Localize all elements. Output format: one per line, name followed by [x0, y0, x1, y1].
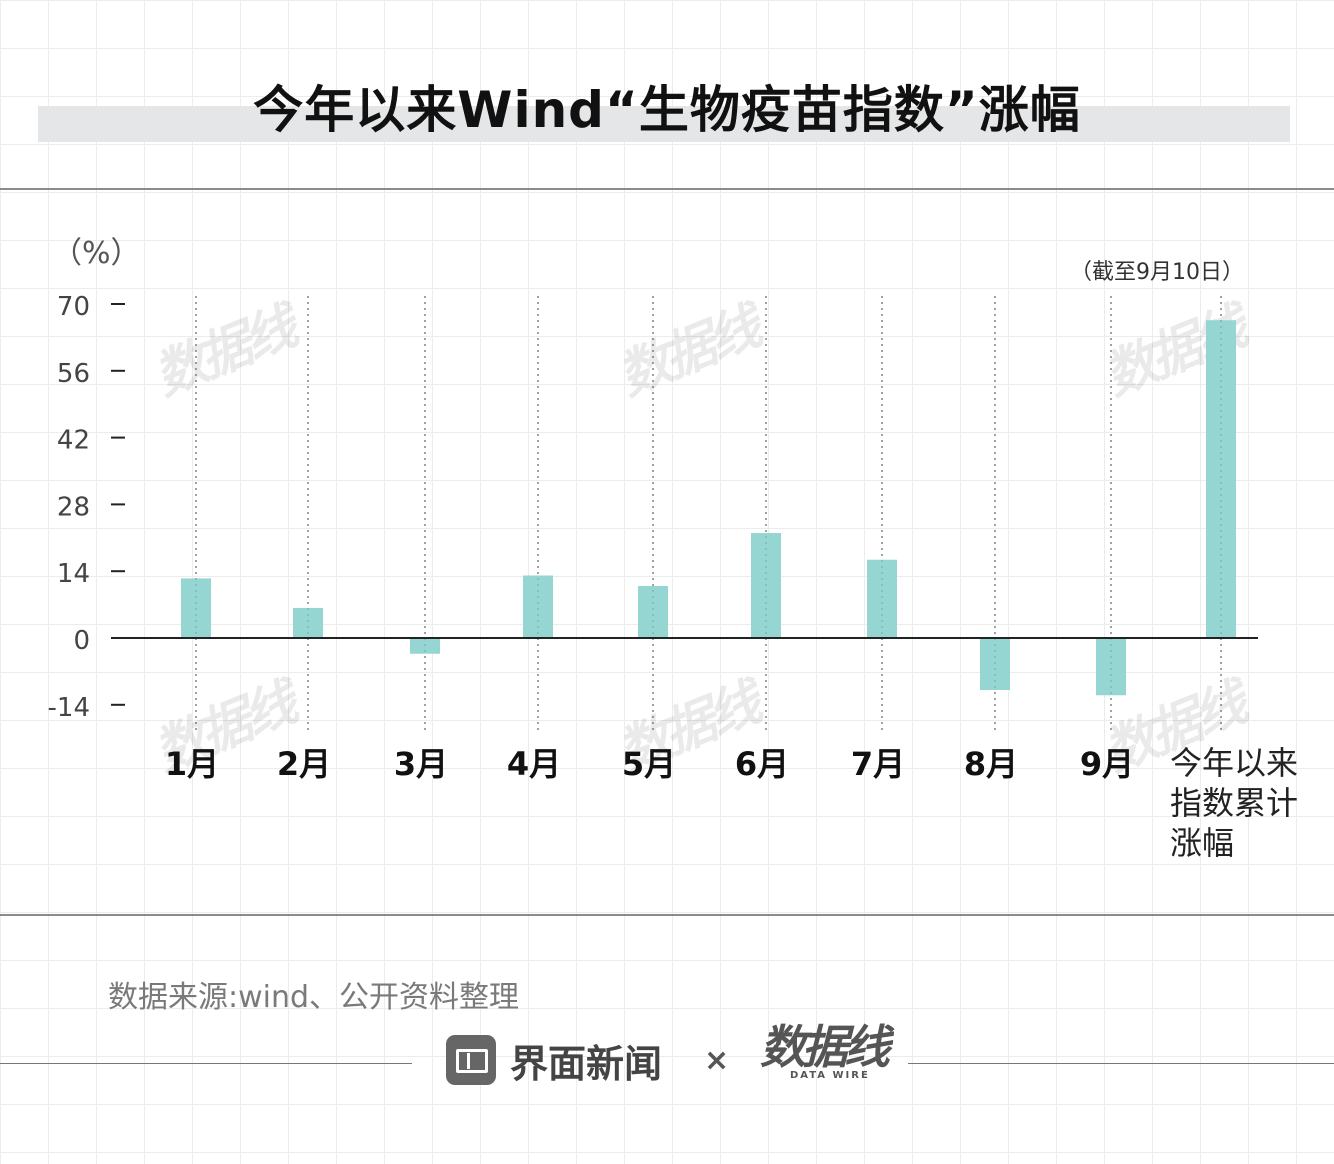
title-band [38, 106, 1290, 142]
x-category-label: 4月 [507, 745, 561, 783]
y-tick-label: 14 [57, 559, 90, 589]
bar [638, 585, 668, 638]
y-tick-label: 70 [57, 292, 90, 322]
x-category-label: 2月 [277, 745, 331, 783]
x-category-label: 今年以来指数累计涨幅 [1170, 744, 1298, 862]
x-category-label: 9月 [1080, 745, 1134, 783]
y-tick-label: -14 [48, 693, 90, 723]
x-category-label: 3月 [394, 745, 448, 783]
brand-jiemian: 界面新闻 [446, 1034, 662, 1086]
footer-divider-left [0, 1063, 412, 1064]
x-category-label: 1月 [165, 745, 219, 783]
datawire-sub: DATA WIRE [790, 1070, 870, 1081]
y-tick-label: 28 [57, 492, 90, 522]
brand-name: 界面新闻 [510, 1041, 663, 1086]
source-note: 数据来源:wind、公开资料整理 [108, 980, 520, 1015]
x-category-label: 8月 [964, 745, 1018, 783]
bar [1096, 638, 1126, 696]
y-unit-label: （%） [52, 236, 141, 271]
datawire-mark: 数据线 [760, 1020, 890, 1074]
y-tick-label: 42 [57, 426, 90, 456]
times-separator: × [704, 1043, 730, 1078]
date-note: （截至9月10日） [1070, 260, 1244, 285]
y-tick-label: 0 [73, 626, 90, 656]
chart-title: 今年以来Wind“生物疫苗指数”涨幅 [253, 81, 1081, 139]
bottom-rule [0, 914, 1334, 916]
x-category-label: 5月 [622, 745, 676, 783]
top-rule [0, 188, 1334, 190]
footer-divider-right [908, 1063, 1334, 1064]
jiemian-logo-icon [446, 1035, 496, 1085]
x-category-label: 6月 [735, 745, 789, 783]
y-tick-label: 56 [57, 359, 90, 389]
datawire-logo: 数据线 DATA WIRE [760, 1024, 890, 1081]
x-category-label: 7月 [851, 745, 905, 783]
